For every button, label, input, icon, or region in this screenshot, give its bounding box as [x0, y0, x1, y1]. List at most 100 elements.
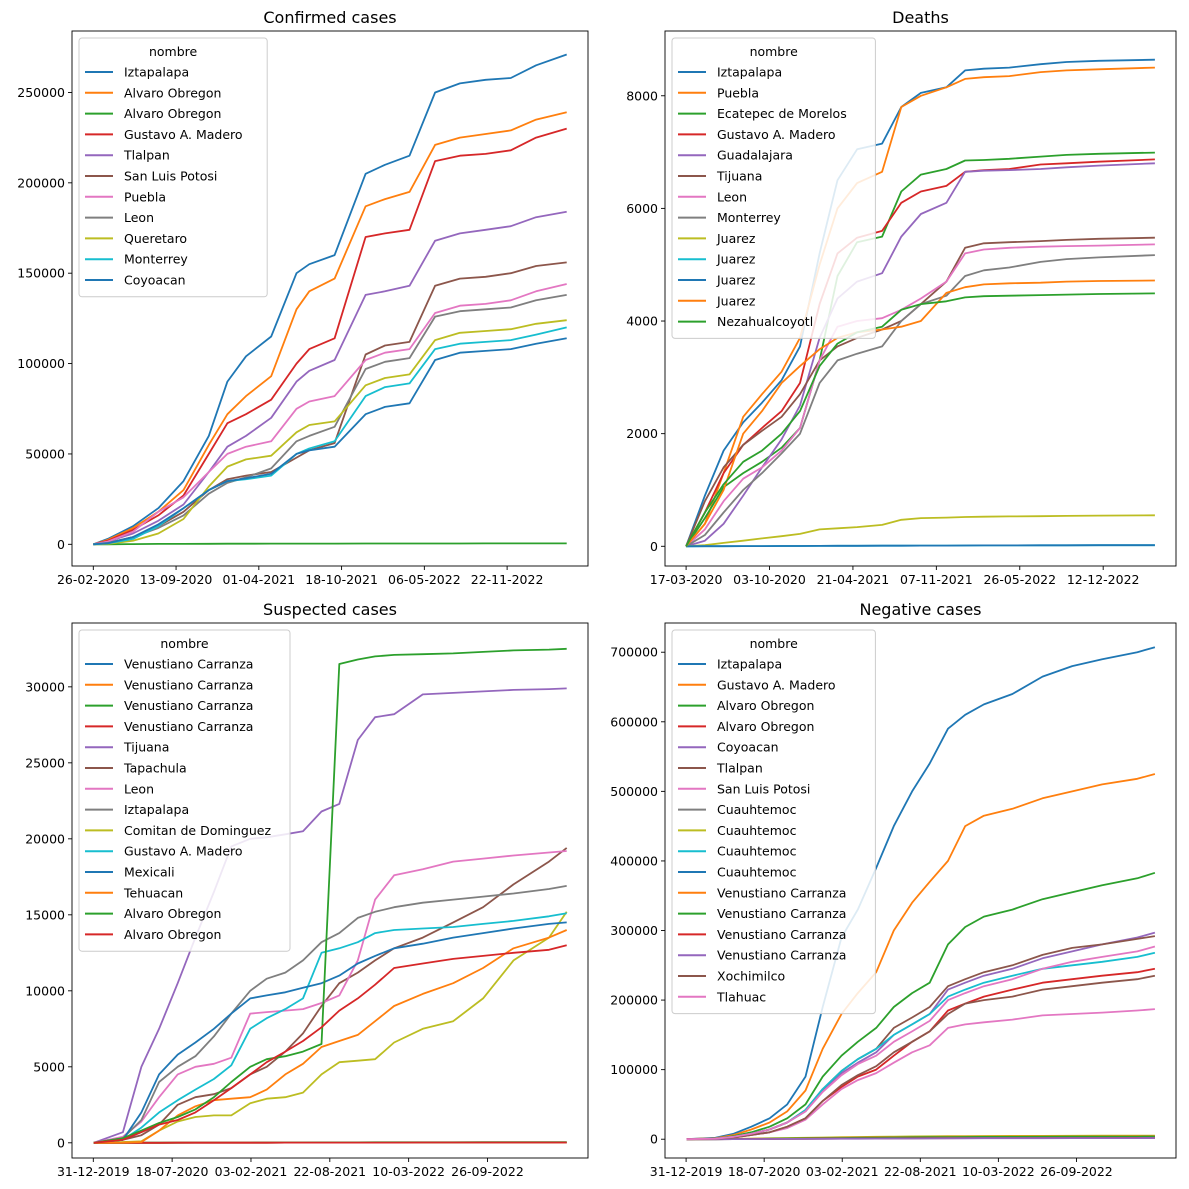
- legend-entry: Venustiano Carranza: [124, 719, 253, 734]
- legend-entry: Alvaro Obregon: [124, 106, 221, 121]
- legend-title: nombre: [750, 636, 799, 651]
- series-line: [686, 773, 1156, 1141]
- x-tick-label: 18-07-2020: [136, 1164, 209, 1179]
- legend-entry: Monterrey: [124, 252, 188, 267]
- legend-entry: Gustavo A. Madero: [124, 127, 243, 142]
- x-tick-label: 22-11-2022: [471, 572, 544, 587]
- legend-entry: Gustavo A. Madero: [717, 677, 836, 692]
- chart-title: Deaths: [892, 8, 949, 27]
- chart-panel-3: Suspected cases 0 5000 10000 15000 20000 25000…: [25, 600, 589, 1179]
- series-line: [93, 337, 567, 546]
- legend-entry: San Luis Potosi: [717, 781, 810, 796]
- x-tick-label: 31-12-2019: [57, 1164, 130, 1179]
- y-tick-label: 4000: [626, 314, 658, 329]
- chart-panel-1: Confirmed cases 0 50000 100000 150000 200000 2…: [17, 8, 589, 587]
- legend-box: [671, 629, 876, 1015]
- series-line: [686, 514, 1155, 548]
- y-tick-label: 6000: [626, 201, 658, 216]
- legend-entry: Puebla: [124, 189, 166, 204]
- series-line: [685, 243, 1155, 547]
- x-tick-label: 18-07-2020: [728, 1164, 801, 1179]
- x-tick-label: 10-03-2022: [372, 1164, 445, 1179]
- legend-entry: Tlalpan: [716, 761, 763, 776]
- legend-entry: Cuauhtemoc: [717, 865, 797, 880]
- plot-frame: [71, 30, 589, 567]
- x-tick-label: 31-12-2019: [650, 1164, 723, 1179]
- legend-entry: Alvaro Obregon: [717, 719, 814, 734]
- series-line: [686, 945, 1156, 1141]
- legend: nombre Iztapalapa Alvaro Obregon Alvaro Obr…: [78, 37, 268, 298]
- x-tick-label: 01-04-2021: [222, 572, 295, 587]
- series-line: [686, 646, 1156, 1141]
- legend-entry: San Luis Potosi: [124, 169, 217, 184]
- legend-entry: Tijuana: [123, 740, 169, 755]
- legend-entry: Juarez: [716, 273, 756, 288]
- y-tick-label: 5000: [33, 1059, 65, 1074]
- series-line: [685, 254, 1155, 548]
- y-tick-label: 0: [57, 1135, 65, 1150]
- series-line: [93, 687, 567, 1144]
- x-tick-label: 22-08-2021: [293, 1164, 366, 1179]
- legend-entry: Iztapalapa: [124, 65, 189, 80]
- legend-entry: Mexicali: [124, 865, 175, 880]
- legend-entry: Gustavo A. Madero: [124, 844, 243, 859]
- legend-entry: Comitan de Dominguez: [124, 823, 271, 838]
- series-line: [92, 53, 567, 546]
- series-line: [93, 647, 567, 1144]
- y-tick-label: 25000: [25, 755, 65, 770]
- series-line: [93, 542, 567, 546]
- legend-entry: Puebla: [717, 85, 759, 100]
- chart-panel-2: Deaths 0 2000 4000 6000 8000 17-03-2020 03-10-2…: [626, 8, 1177, 587]
- legend-entry: Tlahuac: [716, 989, 766, 1004]
- legend-entry: Leon: [124, 210, 154, 225]
- x-tick-label: 18-10-2021: [305, 572, 378, 587]
- y-tick-label: 30000: [25, 679, 65, 694]
- y-tick-label: 2000: [626, 426, 658, 441]
- legend-entry: Venustiano Carranza: [717, 927, 846, 942]
- x-tick-label: 21-04-2021: [817, 572, 890, 587]
- chart-title: Confirmed cases: [263, 8, 396, 27]
- x-tick-label: 07-11-2021: [900, 572, 973, 587]
- y-tick-label: 15000: [25, 907, 65, 922]
- chart-title: Negative cases: [859, 600, 981, 619]
- series-line: [93, 850, 567, 1144]
- legend-entry: Alvaro Obregon: [124, 906, 221, 921]
- chart-title: Suspected cases: [263, 600, 397, 619]
- legend-entry: Gustavo A. Madero: [717, 127, 836, 142]
- legend: nombre Venustiano Carranza Venustiano Carr…: [78, 629, 291, 952]
- y-tick-label: 200000: [17, 175, 65, 190]
- x-tick-label: 26-09-2022: [1040, 1164, 1113, 1179]
- legend-entry: Tapachula: [123, 761, 187, 776]
- series-line: [93, 911, 568, 1144]
- legend-entry: Venustiano Carranza: [124, 677, 253, 692]
- legend-entry: Alvaro Obregon: [124, 927, 221, 942]
- series-line: [93, 127, 567, 546]
- y-tick-label: 0: [650, 539, 658, 554]
- series-line: [93, 912, 567, 1144]
- series-line: [685, 162, 1155, 548]
- legend: nombre Iztapalapa Puebla Ecatepec de Morelo…: [671, 37, 876, 339]
- x-tick-label: 03-02-2021: [806, 1164, 879, 1179]
- series-line: [93, 921, 567, 1144]
- x-tick-label: 12-12-2022: [1067, 572, 1140, 587]
- legend-entry: Tehuacan: [123, 885, 183, 900]
- legend-entry: Cuauhtemoc: [717, 844, 797, 859]
- y-tick-label: 0: [650, 1132, 658, 1147]
- legend-entry: Leon: [124, 781, 154, 796]
- x-tick-label: 26-09-2022: [451, 1164, 524, 1179]
- x-tick-label: 03-10-2020: [733, 572, 806, 587]
- legend: nombre Iztapalapa Gustavo A. Madero Alvaro …: [671, 629, 876, 1015]
- series-line: [685, 66, 1155, 547]
- legend-entry: Juarez: [716, 231, 756, 246]
- y-tick-label: 20000: [25, 831, 65, 846]
- series-line: [93, 847, 568, 1144]
- y-tick-label: 700000: [610, 645, 658, 660]
- legend-entry: Venustiano Carranza: [124, 698, 253, 713]
- y-tick-label: 100000: [610, 1062, 658, 1077]
- legend-entry: Juarez: [716, 293, 756, 308]
- series-line: [93, 326, 567, 546]
- series-line: [686, 974, 1156, 1141]
- legend-box: [671, 37, 876, 339]
- y-tick-label: 10000: [25, 983, 65, 998]
